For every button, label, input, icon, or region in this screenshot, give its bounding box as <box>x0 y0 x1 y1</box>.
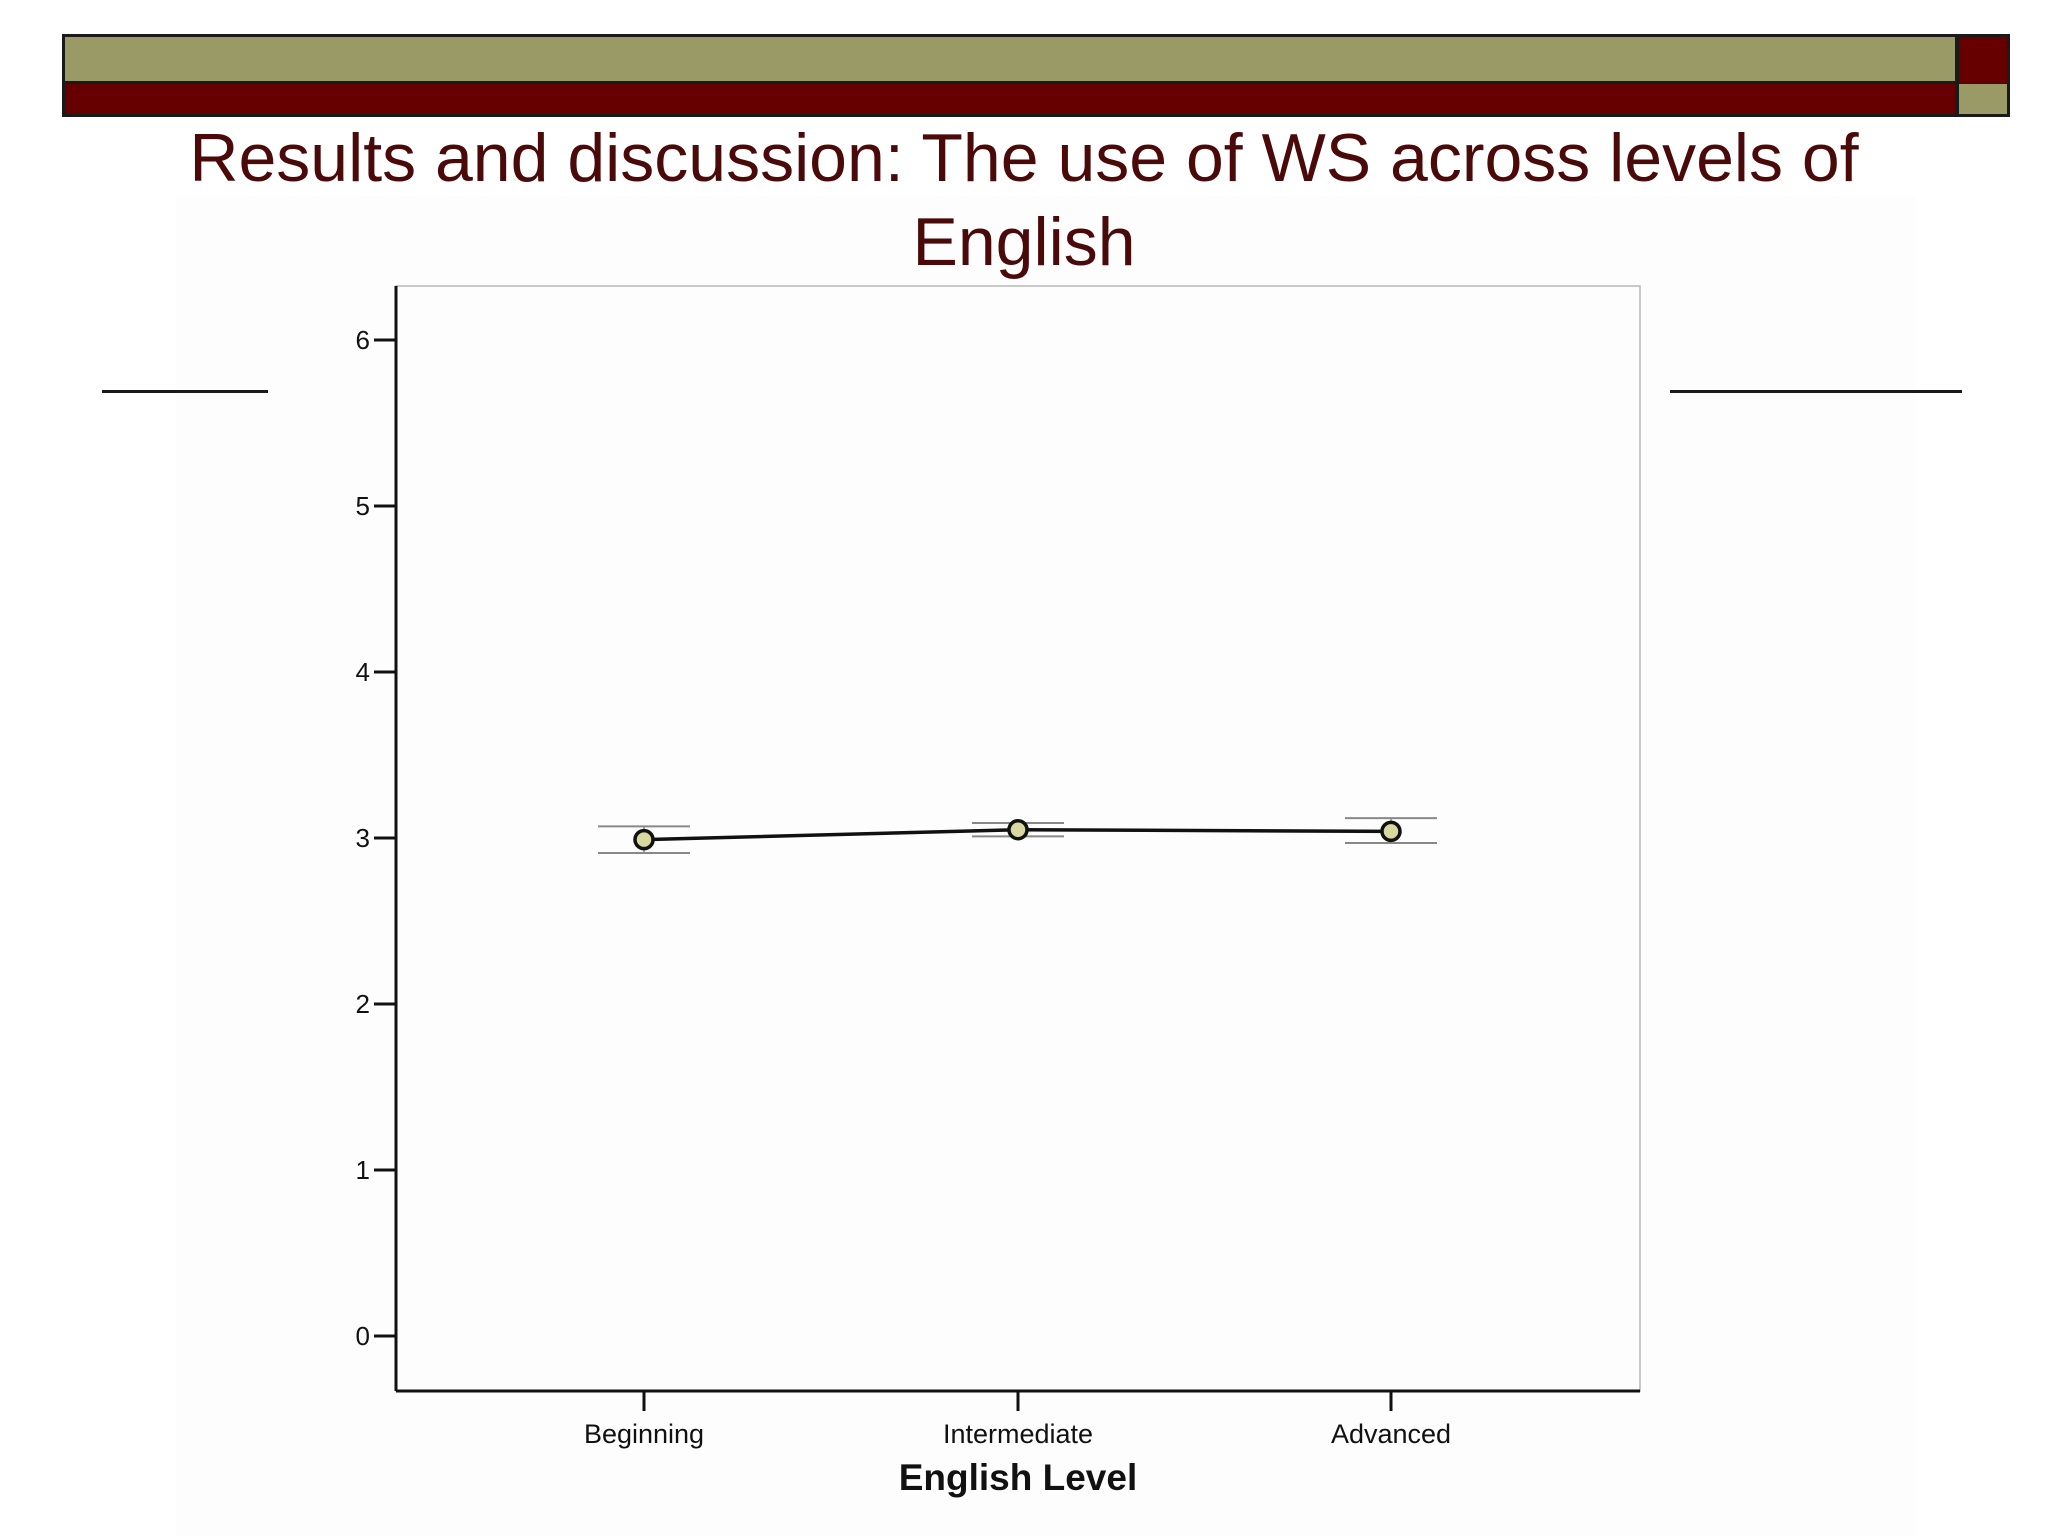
data-point <box>1007 818 1029 841</box>
header-square-maroon <box>1956 34 2010 86</box>
header-square-olive <box>1956 84 2010 117</box>
x-tick-label: Beginning <box>584 1419 704 1449</box>
y-tick-label: 5 <box>356 491 370 521</box>
y-tick-label: 3 <box>356 823 370 853</box>
y-tick-label: 2 <box>356 989 370 1019</box>
header-bar-maroon <box>62 84 1958 117</box>
y-tick-label: 4 <box>356 657 370 687</box>
x-tick-label: Advanced <box>1331 1419 1451 1449</box>
slide-title: Results and discussion: The use of WS ac… <box>189 120 1859 280</box>
y-tick-label: 1 <box>356 1155 370 1185</box>
decorative-rule-right <box>1670 390 1962 393</box>
y-tick-label: 0 <box>356 1321 370 1351</box>
x-axis-title: English Level <box>899 1457 1138 1498</box>
x-tick-label: Intermediate <box>943 1419 1093 1449</box>
data-point <box>633 828 655 851</box>
data-point <box>1380 820 1402 843</box>
header-bar-olive <box>62 34 1958 84</box>
decorative-rule-left <box>102 390 268 393</box>
y-tick-label: 6 <box>356 325 370 355</box>
